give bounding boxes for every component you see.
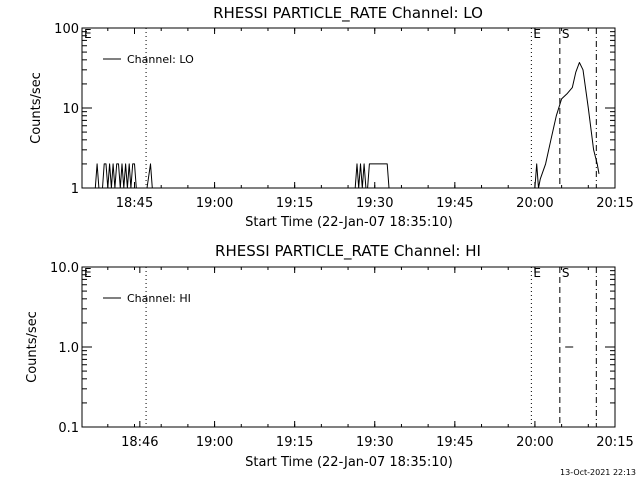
y-axis-label: Counts/sec (25, 311, 40, 383)
plot-frame (81, 266, 616, 428)
plot-frame (81, 27, 616, 189)
y-tick-label: 10 (62, 102, 79, 117)
marker-label: S (562, 27, 570, 41)
x-tick-label: 18:45 (116, 196, 153, 211)
y-tick-label: 100 (54, 22, 79, 37)
marker-label: E (84, 27, 92, 41)
legend-label: Channel: HI (127, 292, 191, 305)
x-tick-label: 19:45 (436, 196, 473, 211)
chart-title: RHESSI PARTICLE_RATE Channel: LO (213, 4, 483, 23)
marker-label: E (84, 266, 92, 280)
y-axis-label: Counts/sec (29, 72, 44, 144)
panel-hi: RHESSI PARTICLE_RATE Channel: HI Start T… (25, 242, 634, 470)
x-tick-label: 20:15 (596, 435, 633, 450)
x-tick-label: 19:30 (356, 196, 393, 211)
x-tick-label: 19:15 (276, 196, 313, 211)
x-tick-label: 20:15 (596, 196, 633, 211)
footer-timestamp: 13-Oct-2021 22:13 (560, 468, 636, 477)
x-tick-label: 18:46 (121, 435, 158, 450)
x-tick-label: 20:00 (516, 196, 553, 211)
x-tick-label: 19:15 (276, 435, 313, 450)
legend-label: Channel: LO (127, 53, 194, 66)
x-tick-label: 20:00 (516, 435, 553, 450)
x-tick-label: 19:30 (356, 435, 393, 450)
panel-lo: RHESSI PARTICLE_RATE Channel: LO Start T… (29, 4, 634, 230)
x-tick-label: 19:00 (196, 435, 233, 450)
x-axis-label: Start Time (22-Jan-07 18:35:10) (245, 455, 453, 470)
y-tick-label: 1 (71, 182, 79, 197)
x-tick-label: 19:00 (196, 196, 233, 211)
series-line (94, 62, 600, 189)
x-axis-label: Start Time (22-Jan-07 18:35:10) (245, 215, 453, 230)
legend: Channel: HI (103, 292, 191, 305)
y-tick-label: 10.0 (50, 261, 79, 276)
marker-label: E (533, 27, 541, 41)
y-tick-label: 1.0 (58, 341, 79, 356)
marker-label: S (562, 266, 570, 280)
chart-title: RHESSI PARTICLE_RATE Channel: HI (215, 242, 481, 261)
marker-label: E (533, 266, 541, 280)
y-tick-label: 0.1 (58, 421, 79, 436)
x-tick-label: 19:45 (436, 435, 473, 450)
legend: Channel: LO (103, 53, 194, 66)
